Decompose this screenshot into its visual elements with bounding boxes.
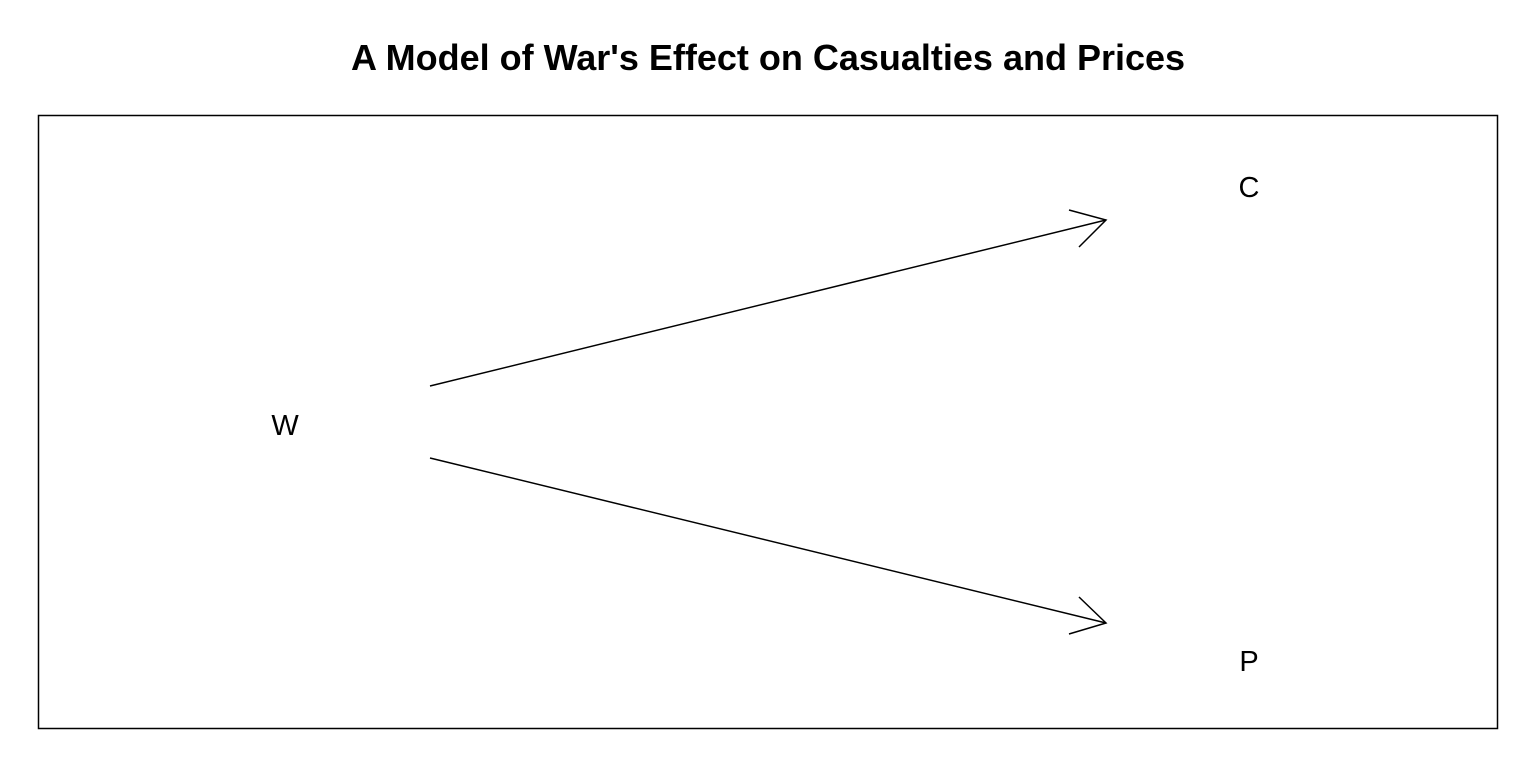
edge-w-to-c bbox=[429, 209, 1108, 387]
node-label-c: C bbox=[1239, 172, 1260, 204]
edge-w-to-p-line bbox=[429, 457, 1107, 624]
diagram-title: A Model of War's Effect on Casualties an… bbox=[350, 37, 1186, 78]
arrowhead-c-icon bbox=[1068, 209, 1108, 248]
arrowhead-p-icon bbox=[1068, 596, 1108, 635]
edge-w-to-c-line bbox=[429, 219, 1107, 387]
plot-frame bbox=[37, 114, 1499, 730]
node-label-w: W bbox=[271, 410, 299, 442]
edge-w-to-p bbox=[429, 457, 1108, 635]
node-label-p: P bbox=[1239, 646, 1258, 678]
